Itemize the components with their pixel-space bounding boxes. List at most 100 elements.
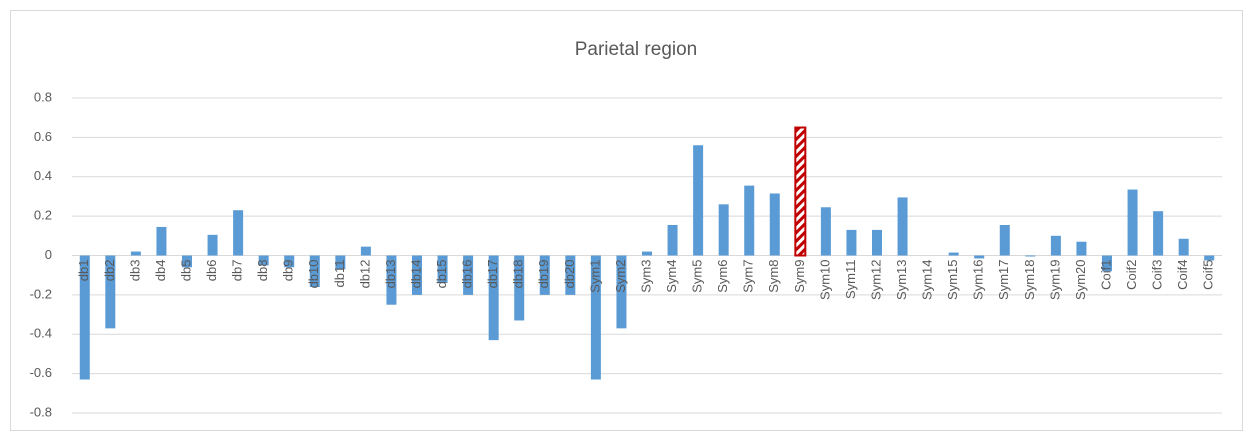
x-tick-label: Sym15 xyxy=(945,260,960,300)
bar xyxy=(335,255,346,270)
bar xyxy=(974,255,985,259)
bar xyxy=(744,185,755,256)
y-tick-label: -0.4 xyxy=(30,326,52,341)
bar xyxy=(156,226,167,256)
y-tick-label: 0 xyxy=(45,247,52,262)
x-tick-label: Sym1 xyxy=(587,260,602,293)
x-tick-label: Sym4 xyxy=(664,260,679,293)
x-tick-label: Sym12 xyxy=(868,260,883,300)
bar xyxy=(1076,241,1087,256)
y-tick-label: 0.6 xyxy=(34,129,52,144)
x-tick-label: Sym19 xyxy=(1047,260,1062,300)
bar xyxy=(616,255,627,329)
x-tick-label: db11 xyxy=(332,260,347,288)
bar xyxy=(565,255,576,295)
y-tick-label: 0.2 xyxy=(34,208,52,223)
x-tick-label: db2 xyxy=(102,260,117,282)
bar xyxy=(105,255,116,329)
bar xyxy=(258,255,269,266)
y-tick-label: 0.4 xyxy=(34,168,52,183)
x-tick-label: Sym8 xyxy=(766,260,781,293)
bar xyxy=(182,255,192,268)
x-tick-label: Sym13 xyxy=(894,260,909,300)
x-tick-label: db10 xyxy=(306,260,321,289)
x-tick-label: db12 xyxy=(357,260,372,289)
bar xyxy=(1178,238,1189,256)
x-tick-label: db17 xyxy=(485,259,500,288)
y-tick-label: -0.8 xyxy=(30,404,52,419)
bar xyxy=(309,255,320,287)
bar xyxy=(1050,235,1061,256)
x-tick-label: db16 xyxy=(460,260,475,289)
bar xyxy=(488,255,499,341)
bar xyxy=(897,197,908,256)
bar xyxy=(539,255,550,295)
bar xyxy=(1153,211,1164,256)
bar xyxy=(1025,255,1036,257)
bar xyxy=(846,229,857,256)
bar xyxy=(412,255,422,295)
x-tick-label: db8 xyxy=(255,260,270,282)
bar xyxy=(667,224,678,256)
x-tick-label: Sym17 xyxy=(996,260,1011,300)
y-tick-label: -0.6 xyxy=(30,365,52,380)
x-tick-label: db14 xyxy=(408,260,423,289)
bar xyxy=(794,126,807,257)
bar xyxy=(233,210,244,256)
x-tick-label: Coif1 xyxy=(1098,260,1113,290)
bar xyxy=(130,251,141,256)
x-tick-label: Sym11 xyxy=(843,260,858,300)
bar xyxy=(948,252,959,256)
x-tick-label: Sym6 xyxy=(715,260,730,293)
x-tick-label: db9 xyxy=(281,260,296,282)
chart-title: Parietal region xyxy=(575,39,698,60)
bar xyxy=(1102,255,1112,272)
bar xyxy=(718,204,729,256)
x-tick-label: db7 xyxy=(230,260,245,282)
x-tick-label: db3 xyxy=(127,260,142,282)
bar xyxy=(769,193,780,256)
x-tick-label: Sym2 xyxy=(613,260,628,293)
x-tick-label: db19 xyxy=(536,260,551,289)
bar xyxy=(590,255,601,380)
y-tick-label: 0.8 xyxy=(34,89,52,104)
x-tick-label: db1 xyxy=(76,260,91,282)
bar xyxy=(999,224,1010,256)
x-tick-label: Coif4 xyxy=(1175,260,1190,290)
bar xyxy=(1127,189,1138,256)
bar xyxy=(386,255,397,305)
x-tick-label: Sym7 xyxy=(741,260,756,293)
x-tick-label: Sym16 xyxy=(971,260,986,300)
x-tick-label: Sym14 xyxy=(920,260,935,300)
bar xyxy=(642,251,652,256)
x-tick-label: Sym18 xyxy=(1022,260,1037,300)
chart-frame xyxy=(10,10,1243,431)
bar xyxy=(463,255,474,295)
bar xyxy=(284,255,295,268)
bar xyxy=(437,255,448,284)
x-tick-label: db18 xyxy=(511,260,526,289)
x-tick-label: Coif3 xyxy=(1150,260,1165,290)
bar xyxy=(207,234,218,256)
bar xyxy=(1204,255,1215,261)
bar xyxy=(360,246,371,256)
x-tick-label: db20 xyxy=(562,260,577,289)
x-tick-label: Coif5 xyxy=(1201,260,1216,290)
x-tick-label: db4 xyxy=(153,260,168,282)
bar xyxy=(693,145,704,256)
x-tick-label: db6 xyxy=(204,260,219,282)
x-tick-label: db5 xyxy=(178,260,193,282)
x-tick-label: Sym20 xyxy=(1073,260,1088,300)
x-tick-label: Sym5 xyxy=(690,260,705,293)
bar xyxy=(79,255,90,380)
x-tick-label: Sym3 xyxy=(638,260,653,293)
bar xyxy=(872,229,882,256)
x-tick-label: Sym9 xyxy=(792,260,807,293)
bar xyxy=(820,207,831,256)
x-tick-label: Sym10 xyxy=(817,260,832,300)
x-tick-label: Coif2 xyxy=(1124,260,1139,290)
x-tick-label: db13 xyxy=(383,260,398,289)
x-tick-label: db15 xyxy=(434,260,449,289)
y-tick-label: -0.2 xyxy=(30,286,52,301)
